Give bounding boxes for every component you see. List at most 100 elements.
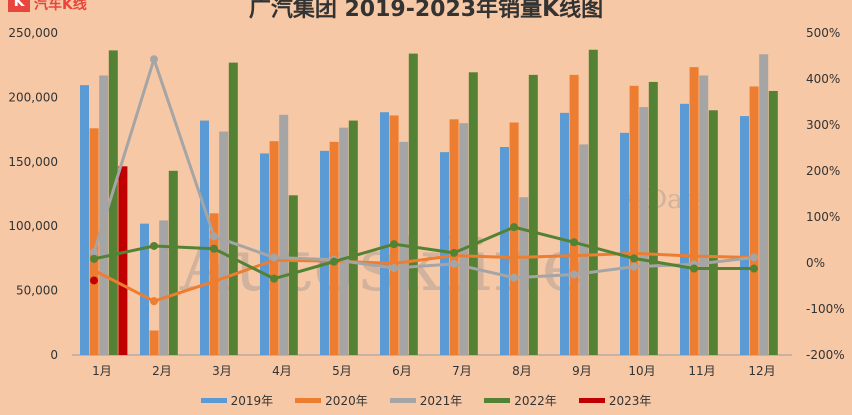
bar-2020年-9月 — [569, 74, 579, 356]
bar-2022年-5月 — [348, 120, 358, 355]
bar-2020年-1月 — [89, 128, 99, 355]
bar-2020年-2月 — [149, 330, 159, 355]
bar-2021年-6月 — [399, 141, 409, 355]
y-left-tick-label: 150,000 — [8, 155, 58, 169]
legend-swatch — [295, 398, 322, 403]
x-tick-label: 10月 — [628, 364, 655, 378]
bar-2022年-12月 — [768, 90, 778, 356]
bar-2021年-7月 — [459, 123, 469, 355]
x-tick-label: 4月 — [272, 364, 292, 378]
x-tick-label: 8月 — [512, 364, 532, 378]
growth-point-2023年 — [90, 276, 98, 285]
legend-swatch — [389, 398, 416, 403]
legend-label: 2020年 — [325, 394, 368, 408]
bar-2019年-3月 — [200, 120, 209, 355]
x-tick-label: 3月 — [212, 364, 232, 378]
growth-line-2022年 — [93, 225, 754, 281]
bar-2022年-10月 — [648, 81, 658, 355]
legend-label: 2021年 — [419, 394, 463, 408]
bar-2022年-11月 — [708, 110, 718, 355]
y-right-tick-label: 500% — [806, 26, 840, 40]
growth-point-2022年 — [150, 241, 158, 250]
growth-point-2022年 — [210, 244, 218, 253]
bar-2022年-9月 — [588, 49, 598, 356]
legend-item-2022年: 2022年 — [484, 392, 557, 409]
bar-2022年-8月 — [528, 74, 538, 356]
y-left-tick-label: 200,000 — [8, 90, 58, 104]
logo-text: 汽车K线 — [34, 0, 87, 13]
bar-2023年-1月 — [118, 166, 128, 355]
legend-item-2019年: 2019年 — [200, 392, 274, 409]
bar-2022年-2月 — [168, 170, 178, 355]
bar-2021年-3月 — [219, 131, 229, 355]
legend-label: 2019年 — [230, 394, 274, 408]
x-tick-label: 7月 — [452, 364, 472, 378]
legend-item-2023年: 2023年 — [578, 392, 652, 409]
bar-2020年-5月 — [329, 141, 339, 355]
bar-2021年-1月 — [99, 75, 109, 355]
bar-2019年-1月 — [80, 85, 89, 355]
y-right-tick-label: 100% — [806, 210, 840, 224]
bar-2022年-1月 — [108, 50, 118, 355]
y-right-tick-label: -200% — [806, 348, 845, 362]
bar-2020年-12月 — [749, 86, 759, 356]
bar-2019年-10月 — [620, 132, 629, 355]
bar-2020年-10月 — [629, 85, 639, 356]
growth-point-2021年 — [510, 273, 518, 282]
bar-2020年-11月 — [689, 67, 699, 355]
bar-2019年-12月 — [740, 116, 749, 356]
growth-point-2022年 — [510, 223, 518, 232]
bar-2020年-8月 — [509, 122, 519, 356]
growth-point-2021年 — [270, 253, 278, 262]
growth-point-2021年 — [90, 248, 98, 257]
legend-swatch — [484, 398, 511, 403]
growth-point-2020年 — [150, 297, 158, 306]
y-left-tick-label: 50,000 — [16, 284, 58, 298]
growth-point-2022年 — [390, 240, 398, 249]
growth-point-2021年 — [150, 55, 158, 64]
bar-2022年-3月 — [228, 62, 238, 356]
legend-item-2021年: 2021年 — [389, 392, 463, 409]
bar-2021年-2月 — [159, 220, 169, 355]
bar-2019年-11月 — [680, 103, 689, 355]
x-tick-label: 2月 — [152, 364, 172, 378]
growth-point-2022年 — [270, 274, 278, 283]
bar-2020年-4月 — [269, 141, 279, 355]
legend-swatch — [200, 398, 227, 403]
growth-line-2020年 — [93, 251, 755, 303]
growth-line-2021年 — [92, 57, 755, 280]
y-left-tick-label: 0 — [50, 348, 58, 362]
y-right-tick-label: 400% — [806, 72, 840, 86]
growth-point-2022年 — [630, 254, 638, 263]
growth-point-2021年 — [210, 232, 218, 241]
y-right-tick-label: 300% — [806, 118, 840, 132]
growth-point-2022年 — [330, 257, 338, 266]
x-tick-label: 9月 — [572, 364, 592, 378]
x-tick-label: 11月 — [688, 364, 715, 378]
x-tick-label: 12月 — [748, 364, 775, 378]
x-tick-label: 6月 — [392, 364, 412, 378]
bar-2019年-7月 — [440, 152, 449, 355]
y-left-tick-label: 250,000 — [8, 26, 58, 40]
growth-point-2020年 — [510, 253, 518, 262]
bar-2022年-7月 — [468, 72, 478, 355]
legend-label: 2023年 — [608, 394, 652, 408]
bar-2019年-6月 — [380, 112, 389, 355]
growth-point-2020年 — [210, 277, 218, 286]
logo-mark: K — [8, 0, 30, 12]
brand-logo: K 汽车K线 — [0, 0, 118, 14]
bar-2021年-9月 — [579, 144, 589, 355]
legend-label: 2022年 — [514, 394, 557, 408]
bar-2020年-7月 — [449, 119, 459, 356]
bar-2022年-6月 — [408, 53, 418, 355]
bar-2021年-12月 — [759, 54, 769, 355]
growth-point-2021年 — [630, 262, 638, 271]
growth-point-2020年 — [690, 252, 698, 261]
chart-title: 广汽集团 2019-2023年销量K线图 — [248, 0, 604, 22]
growth-point-2022年 — [570, 238, 578, 247]
bar-2022年-4月 — [288, 195, 298, 355]
x-tick-label: 1月 — [92, 364, 112, 378]
legend-swatch — [578, 398, 605, 403]
